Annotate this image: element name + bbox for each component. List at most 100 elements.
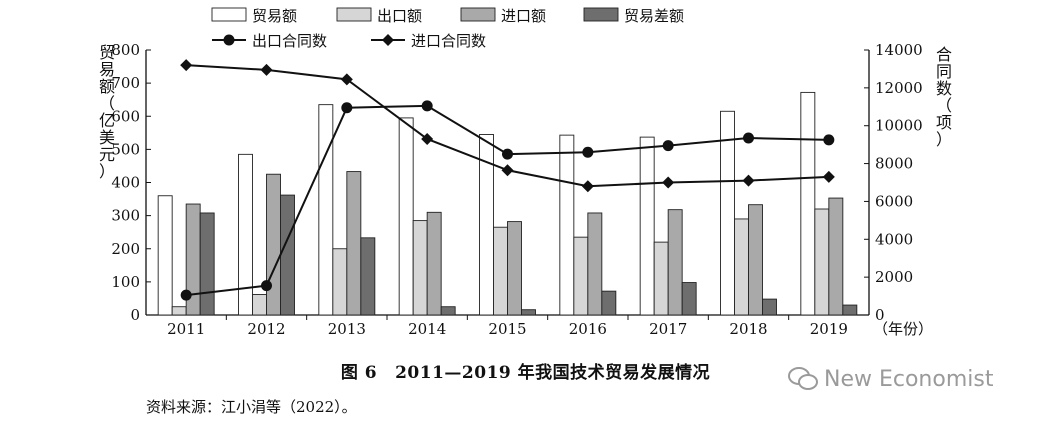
right-tick-label: 4000 (875, 230, 913, 248)
axis-label-char: 元 (99, 145, 115, 164)
bar-0-2014 (398, 117, 414, 316)
legend-label: 贸易差额 (624, 7, 684, 25)
bars (157, 91, 858, 316)
bar-1-2019 (814, 208, 830, 316)
bar-3-2016 (601, 290, 617, 316)
axis-label-char: （ (936, 96, 952, 115)
bar-2-2012 (266, 173, 281, 316)
bar-0-2012 (238, 153, 253, 316)
bar-2-2018 (748, 204, 763, 316)
point-diamond-2014 (421, 132, 434, 145)
axis-label-char: ） (99, 162, 115, 181)
bar-3-2013 (360, 237, 376, 316)
bar-0-2015 (479, 134, 494, 316)
bar-1-2011 (171, 306, 187, 316)
figure-number: 图 6 (340, 363, 378, 383)
bar-1-2012 (252, 294, 267, 316)
bar-2-2019 (828, 197, 844, 316)
left-tick-label: 200 (111, 240, 140, 258)
axis-label-char: 数 (936, 79, 952, 98)
watermark-text: New Economist (824, 366, 994, 392)
point-diamond-2016 (581, 180, 594, 193)
bar-0-2019 (800, 91, 816, 316)
point-circle-2018 (743, 132, 754, 144)
point-circle-2014 (421, 100, 433, 112)
bar-3-2017 (681, 282, 697, 316)
point-diamond-2017 (662, 176, 675, 189)
figure-caption: 图 6 2011—2019 年我国技术贸易发展情况 (0, 358, 1051, 383)
point-circle-2012 (261, 280, 272, 292)
left-tick-label: 700 (111, 74, 140, 92)
bar-0-2017 (639, 136, 655, 316)
legend-swatch (583, 7, 619, 22)
axis-label-char: 同 (936, 62, 952, 81)
axis-label-char: 易 (99, 60, 115, 79)
point-circle-2016 (582, 146, 594, 158)
source-note: 资料来源：江小涓等（2022）。 (146, 398, 357, 416)
bar-1-2018 (734, 218, 749, 316)
point-diamond-2012 (260, 63, 273, 76)
x-tick-label: 2017 (649, 320, 687, 338)
wechat-icon (788, 367, 818, 390)
point-circle-2015 (502, 148, 513, 160)
axis-label-char: 美 (99, 128, 115, 147)
x-tick-label: 2013 (328, 320, 366, 338)
point-circle-2017 (662, 140, 674, 152)
axis-label-char: ） (936, 130, 952, 149)
x-tick-label: 2015 (488, 320, 526, 338)
legend-label: 贸易额 (252, 7, 297, 25)
figure-title: 2011—2019 年我国技术贸易发展情况 (395, 363, 711, 383)
bar-3-2015 (521, 309, 536, 316)
bar-2-2014 (426, 211, 442, 316)
point-diamond-2015 (501, 164, 514, 177)
left-tick-label: 500 (111, 140, 140, 158)
point-circle-2011 (180, 289, 192, 301)
right-tick-label: 12000 (875, 79, 923, 97)
axis-label-char: 亿 (99, 111, 115, 130)
legend-label: 出口合同数 (252, 32, 327, 50)
right-tick-label: 8000 (875, 155, 913, 173)
bar-3-2014 (440, 306, 456, 316)
x-axis-label: （年份） (873, 320, 933, 338)
legend-swatch (460, 7, 496, 22)
axis-label-char: 贸 (99, 43, 115, 62)
point-diamond-2018 (742, 174, 755, 187)
bar-3-2012 (280, 194, 295, 316)
point-circle-2013 (341, 102, 353, 114)
right-tick-label: 2000 (875, 268, 913, 286)
right-tick-label: 6000 (875, 192, 913, 210)
axes: 0100200300400500600700800020004000600080… (99, 41, 952, 338)
bar-3-2018 (762, 298, 777, 316)
right-tick-label: 14000 (875, 41, 923, 59)
bar-1-2014 (412, 220, 428, 316)
point-circle-2019 (823, 134, 835, 146)
bar-2-2017 (667, 209, 683, 316)
legend-marker-diamond (382, 34, 394, 46)
left-tick-label: 800 (111, 41, 140, 59)
right-tick-label: 0 (875, 306, 885, 324)
right-axis-label: 合同数（项） (936, 45, 952, 149)
bar-2-2013 (346, 171, 362, 316)
legend-swatch (211, 7, 247, 22)
left-tick-label: 0 (130, 306, 140, 324)
point-diamond-2011 (180, 59, 193, 72)
axis-label-char: 合 (936, 45, 952, 64)
legend-marker-circle (223, 34, 235, 46)
legend-swatch (336, 7, 372, 22)
x-tick-label: 2019 (810, 320, 848, 338)
bar-1-2016 (573, 236, 589, 316)
axis-label-char: 项 (936, 113, 952, 132)
point-diamond-2013 (340, 73, 353, 86)
bar-1-2013 (332, 248, 348, 316)
left-tick-label: 600 (111, 107, 140, 125)
legend-label: 进口合同数 (411, 32, 486, 50)
left-tick-label: 400 (111, 174, 140, 192)
x-tick-label: 2011 (167, 320, 205, 338)
bar-2-2016 (587, 212, 603, 316)
x-tick-label: 2014 (408, 320, 446, 338)
left-axis-label: 贸易额（亿美元） (99, 43, 115, 181)
bar-0-2011 (157, 195, 173, 316)
right-tick-label: 10000 (875, 117, 923, 135)
x-tick-label: 2016 (569, 320, 607, 338)
